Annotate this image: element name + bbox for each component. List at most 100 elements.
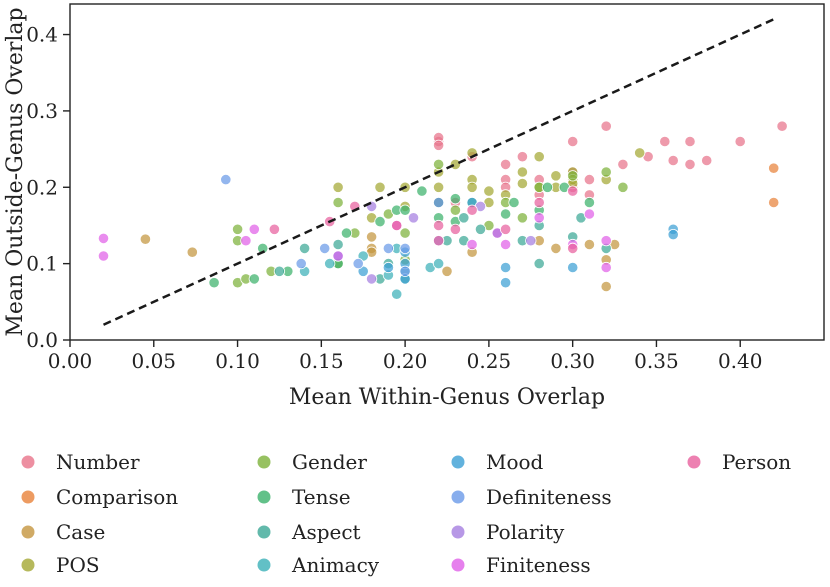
point-pos-11 [483, 185, 495, 197]
point-number-13 [667, 154, 679, 167]
legend-label: Polarity [486, 520, 565, 544]
legend-item-case: Case [21, 520, 105, 544]
point-person-8 [567, 242, 579, 254]
legend-item-polarity: Polarity [451, 520, 565, 544]
x-tick-label: 0.15 [299, 349, 344, 373]
point-case-1 [186, 246, 198, 258]
point-gender-7 [399, 227, 411, 239]
point-polarity-4 [525, 235, 537, 247]
legend-marker [21, 525, 35, 539]
legend-label: Comparison [56, 485, 178, 509]
legend: Number Comparison Case POS Gender Tense Aspect… [21, 450, 791, 577]
point-number-6 [659, 135, 671, 148]
point-mood-11 [432, 196, 445, 209]
point-mood-6 [499, 277, 512, 289]
y-tick-label: 0.4 [26, 23, 58, 47]
point-finiteness-2 [240, 235, 252, 247]
legend-marker [451, 455, 465, 469]
point-number-9 [776, 120, 788, 132]
point-gender-14 [600, 166, 612, 178]
point-number-15 [701, 154, 713, 167]
point-number-14 [684, 158, 696, 170]
point-number-7 [684, 135, 696, 148]
point-aspect-14 [458, 212, 470, 224]
point-finiteness-6 [466, 238, 478, 251]
point-gender-0 [232, 223, 244, 235]
point-aspect-8 [474, 223, 487, 235]
point-person-7 [499, 223, 512, 235]
point-finiteness-10 [600, 261, 612, 274]
point-mood-2 [382, 261, 394, 274]
legend-item-animacy: Animacy [257, 553, 380, 577]
point-person-11 [567, 185, 579, 197]
point-number-5 [600, 120, 612, 132]
legend-label: Number [56, 450, 140, 474]
legend-item-tense: Tense [257, 485, 351, 509]
legend-marker [21, 455, 35, 469]
point-person-4 [432, 219, 445, 232]
point-aspect-2 [332, 238, 344, 251]
point-finiteness-13 [583, 208, 596, 220]
point-pos-5 [466, 181, 478, 193]
point-tense-19 [499, 208, 512, 220]
point-person-10 [533, 196, 545, 209]
point-polarity-0 [365, 273, 378, 285]
x-tick-label: 0.25 [467, 349, 512, 373]
point-case-6 [550, 242, 562, 254]
point-case-8 [600, 280, 612, 293]
point-number-8 [734, 135, 746, 148]
point-tense-13 [508, 196, 520, 209]
x-axis: 0.00 0.05 0.10 0.15 0.20 0.25 0.30 0.35 0.40 [48, 340, 762, 373]
point-polarity-2 [407, 212, 420, 224]
point-person-0 [268, 223, 280, 235]
point-pos-6 [516, 166, 529, 178]
y-tick-label: 0.3 [26, 99, 58, 123]
legend-marker [451, 558, 465, 572]
point-person-9 [432, 235, 445, 247]
legend-label: Aspect [291, 520, 361, 544]
y-tick-label: 0.1 [26, 252, 58, 276]
legend-marker [451, 525, 465, 539]
point-animacy-3 [391, 288, 403, 300]
x-tick-label: 0.30 [550, 349, 595, 373]
legend-item-gender: Gender [257, 450, 367, 474]
point-definiteness-5 [399, 242, 411, 254]
points-layer [97, 120, 788, 300]
y-tick-label: 0.0 [26, 328, 58, 352]
legend-label: Definiteness [486, 485, 612, 509]
point-definiteness-1 [295, 257, 307, 270]
point-person-5 [466, 204, 478, 216]
point-aspect-0 [273, 265, 285, 277]
legend-marker [21, 558, 35, 572]
point-polarity-1 [365, 200, 378, 212]
legend-marker [21, 490, 35, 504]
legend-label: Person [722, 450, 791, 474]
point-definiteness-4 [382, 242, 394, 254]
point-tense-15 [541, 181, 554, 193]
point-finiteness-11 [600, 235, 612, 247]
x-tick-label: 0.00 [48, 349, 93, 373]
x-tick-label: 0.10 [215, 349, 260, 373]
point-finiteness-0 [97, 232, 110, 244]
point-tense-8 [399, 204, 411, 216]
point-finiteness-8 [533, 212, 545, 224]
point-comparison-0 [768, 162, 780, 174]
point-tense-2 [257, 242, 269, 254]
legend-marker [451, 490, 465, 504]
legend-item-definiteness: Definiteness [451, 485, 612, 509]
point-pos-15 [634, 147, 646, 159]
point-tense-17 [583, 196, 596, 209]
point-finiteness-4 [332, 250, 344, 262]
legend-marker [257, 558, 271, 572]
legend-item-comparison: Comparison [21, 485, 178, 509]
point-number-25 [516, 151, 529, 163]
point-number-26 [499, 158, 512, 170]
point-mood-5 [499, 261, 512, 274]
legend-marker [257, 490, 271, 504]
point-tense-9 [416, 185, 428, 197]
point-animacy-6 [432, 257, 445, 270]
point-pos-7 [533, 151, 545, 163]
legend-marker [687, 455, 701, 469]
point-number-2 [432, 139, 445, 151]
